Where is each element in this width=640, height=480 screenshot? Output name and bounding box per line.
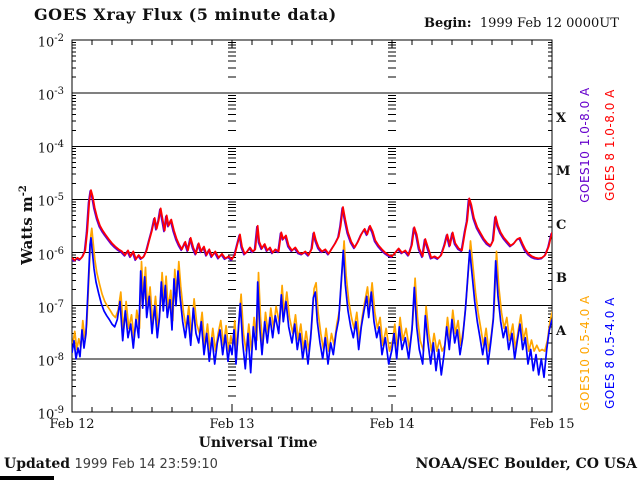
y-tick-label: 10-4 (37, 139, 64, 157)
chart-title: GOES Xray Flux (5 minute data) (34, 5, 337, 24)
flare-class-label-b: B (556, 271, 567, 286)
x-tick-label: Feb 12 (49, 417, 95, 432)
y-tick-label: 10-2 (37, 33, 64, 51)
begin-timestamp: Begin: 1999 Feb 12 0000UT (424, 16, 619, 31)
legend-goes8-long: GOES 8 1.0-8.0 A (603, 89, 617, 201)
corner-mark (0, 476, 54, 480)
credit-text: NOAA/SEC Boulder, CO USA (415, 456, 638, 472)
legend-goes8-short: GOES 8 0.5-4.0 A (603, 297, 617, 409)
x-tick-label: Feb 15 (529, 417, 575, 432)
y-tick-label: 10-7 (37, 298, 64, 317)
updated-value: 1999 Feb 14 23:59:10 (74, 457, 218, 472)
flare-class-label-a: A (556, 324, 567, 339)
legend-goes10-long: GOES10 1.0-8.0 A (578, 87, 592, 203)
series-goes-8-1-0-8-0-a (72, 189, 552, 262)
y-axis-title: Watts m-2 (18, 185, 36, 265)
series-goes-8-0-5-4-0-a (72, 236, 552, 379)
begin-value: 1999 Feb 12 0000UT (479, 16, 619, 31)
series-group (72, 189, 552, 379)
begin-label: Begin: (424, 16, 472, 31)
y-tick-label: 10-6 (37, 245, 64, 263)
x-tick-label: Feb 13 (209, 417, 255, 432)
flare-class-label-c: C (556, 218, 567, 233)
y-tick-label: 10-8 (37, 351, 64, 370)
plot-frame (71, 39, 553, 413)
flare-class-label-x: X (556, 111, 567, 126)
x-tick-label: Feb 14 (369, 417, 415, 432)
updated-label: Updated (4, 456, 71, 472)
y-tick-label: 10-5 (37, 192, 64, 210)
updated-timestamp: Updated 1999 Feb 14 23:59:10 (4, 456, 218, 472)
y-tick-label: 10-9 (37, 405, 64, 423)
flare-class-label-m: M (556, 164, 571, 179)
y-tick-label: 10-3 (37, 86, 64, 104)
x-axis-title: Universal Time (198, 435, 318, 451)
